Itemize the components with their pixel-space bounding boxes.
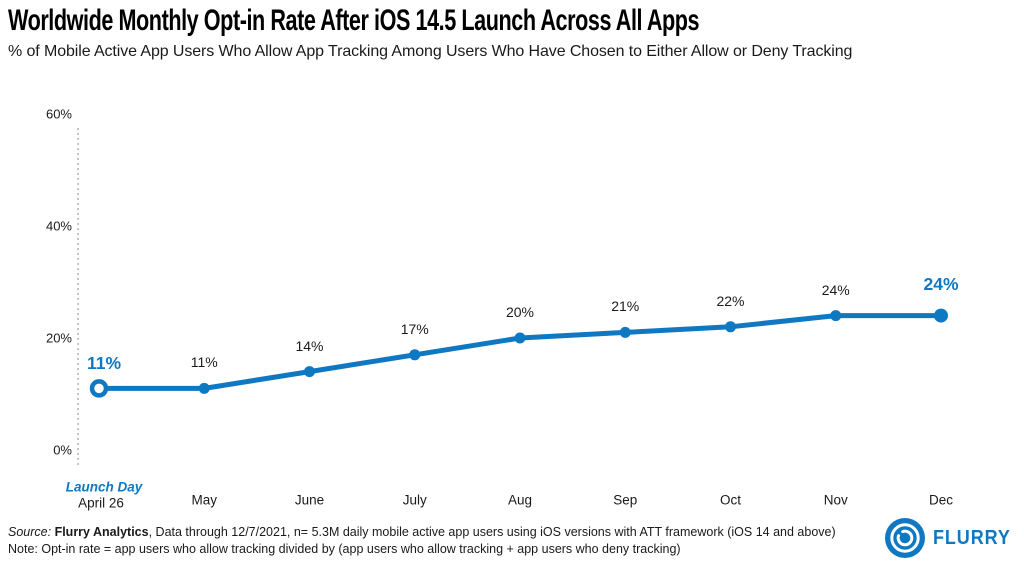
data-point [725, 321, 736, 333]
data-point [304, 366, 315, 378]
data-point-label: 17% [400, 320, 429, 337]
flurry-logo: FLURRY [884, 517, 1019, 559]
data-point-label: 24% [821, 281, 850, 298]
flurry-logo-icon [885, 518, 925, 558]
data-point [89, 379, 109, 398]
x-axis-label: Aug [507, 492, 533, 508]
page-title: Worldwide Monthly Opt-in Rate After iOS … [8, 4, 700, 37]
data-point [934, 308, 948, 323]
y-axis-tick: 0% [53, 442, 72, 458]
data-point [830, 310, 842, 322]
data-point-label: 11% [190, 354, 218, 371]
data-point-label: 24% [923, 273, 959, 294]
data-point-label: 20% [505, 304, 535, 320]
y-axis-tick: 60% [45, 106, 72, 122]
source-rest: , Data through 12/7/2021, n= 5.3M daily … [148, 525, 836, 539]
y-axis-tick: 20% [45, 330, 72, 346]
source-name: Flurry Analytics [54, 525, 149, 539]
trend-line [96, 313, 944, 391]
data-point-label: 22% [716, 292, 745, 309]
x-axis-label: Oct [719, 492, 742, 508]
launch-day-date: April 26 [78, 495, 124, 511]
data-point-label: 11% [86, 353, 122, 374]
x-axis-label: Sep [613, 492, 638, 508]
x-axis-label: July [402, 492, 427, 508]
data-point [514, 332, 526, 344]
footer: Source: Flurry Analytics, Data through 1… [8, 524, 878, 557]
header: Worldwide Monthly Opt-in Rate After iOS … [8, 5, 1018, 61]
note-line: Note: Opt-in rate = app users who allow … [8, 541, 681, 556]
x-axis-label: Dec [928, 492, 954, 508]
optin-rate-line-chart: Launch Day April 26 60% 40% 20% 0% 11% 11% 14%… [0, 90, 1024, 520]
flurry-logo-text: FLURRY [933, 526, 1011, 549]
trend-line-svg [89, 308, 948, 398]
data-point [198, 382, 210, 394]
launch-day-label: Launch Day [65, 479, 143, 495]
source-line: Source: Flurry Analytics, Data through 1… [8, 524, 878, 541]
page-subtitle: % of Mobile Active App Users Who Allow A… [8, 43, 853, 60]
y-axis-tick: 40% [45, 218, 72, 234]
data-point-label: 21% [611, 298, 640, 315]
y-axis-dotted-line [77, 128, 79, 466]
data-point-label: 14% [295, 337, 324, 354]
x-axis-label: June [294, 492, 325, 508]
source-prefix: Source: [8, 525, 52, 539]
data-point [409, 349, 421, 361]
x-axis-label: May [191, 492, 218, 508]
data-point [619, 326, 631, 338]
x-axis-label: Nov [823, 492, 848, 508]
